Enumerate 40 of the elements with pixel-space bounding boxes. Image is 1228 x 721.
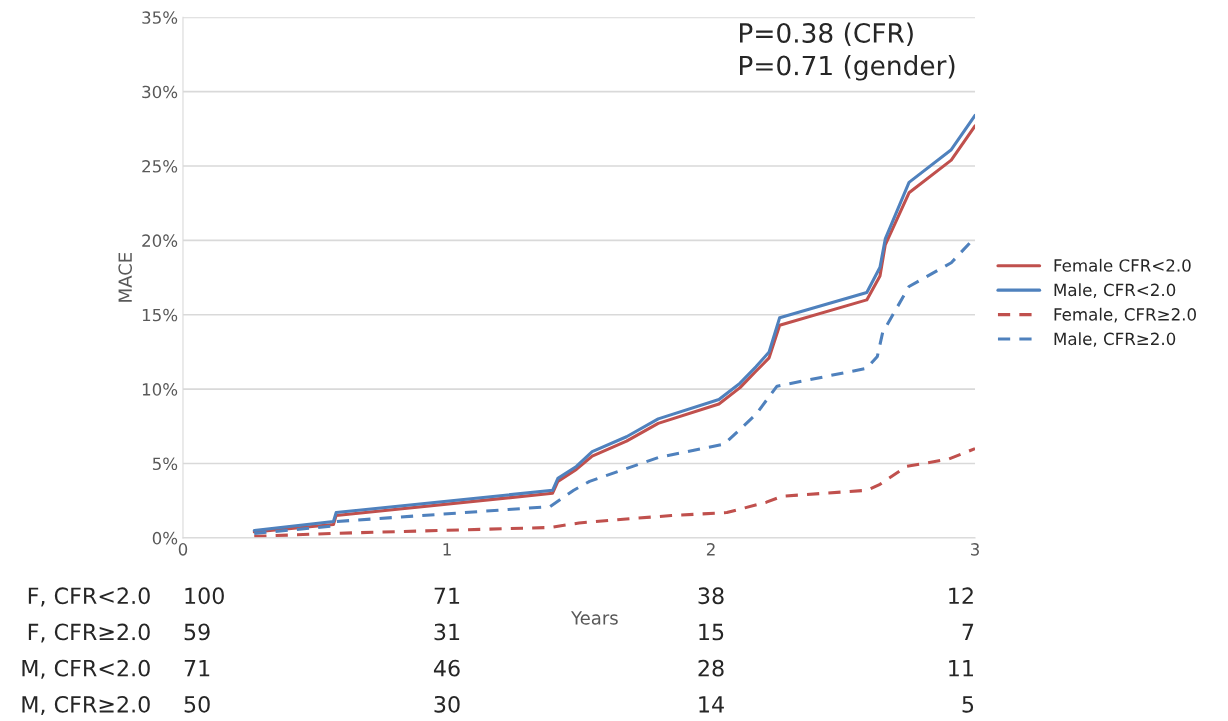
y-tick-label: 15% — [142, 308, 178, 322]
text: 31 — [434, 623, 460, 641]
annotation: P=0.38 (CFR) P=0.71 (gender) — [740, 22, 955, 81]
text: 7 — [962, 623, 974, 641]
text: 71 — [184, 660, 210, 677]
text: 50 — [184, 695, 210, 713]
y-tick-label: 20% — [142, 234, 178, 247]
text: 11 — [949, 660, 973, 677]
y-tick-label: 30% — [142, 85, 178, 99]
text: 12 — [949, 587, 973, 604]
text: 30 — [434, 695, 460, 713]
text: M, CFR<2.0 — [22, 659, 150, 679]
y-tick-label: 0% — [152, 531, 178, 545]
x-tick-label: 0 — [178, 543, 188, 556]
text: F, CFR≥2.0 — [28, 623, 150, 643]
text: 15 — [699, 623, 724, 641]
x-tick-label: 2 — [706, 543, 715, 556]
text: 14 — [699, 696, 724, 713]
x-tick-label: 1 — [443, 543, 451, 556]
text: 28 — [698, 659, 724, 677]
text: 46 — [433, 659, 460, 677]
y-axis-title: MACE — [118, 252, 133, 302]
text: 59 — [184, 623, 210, 641]
text: 100 — [185, 587, 224, 605]
text: 5 — [962, 696, 974, 713]
y-tick-label: 35% — [142, 11, 178, 24]
x-tick-label: 3 — [971, 543, 979, 556]
line-series — [252, 447, 976, 538]
text: F, CFR<2.0 — [28, 587, 150, 607]
legend-label: Male, CFR≥2.0 — [1054, 332, 1176, 347]
legend-label: Female, CFR≥2.0 — [1054, 307, 1196, 323]
y-tick-label: 25% — [142, 160, 178, 173]
y-tick-label: 10% — [142, 383, 178, 396]
text: M, CFR≥2.0 — [22, 695, 150, 715]
x-axis-title: Years — [570, 611, 618, 625]
text: 71 — [434, 587, 460, 604]
y-tick-label: 5% — [152, 457, 178, 471]
legend-label: Male, CFR<2.0 — [1054, 283, 1176, 298]
legend-label: Female CFR<2.0 — [1054, 258, 1191, 272]
text: 38 — [698, 587, 724, 605]
